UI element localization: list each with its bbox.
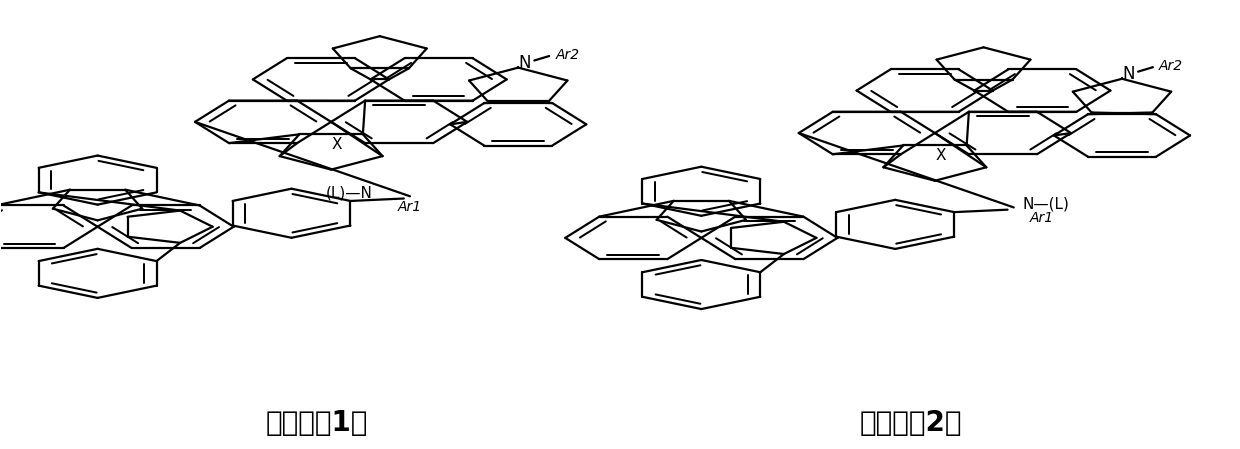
- Text: X: X: [936, 148, 946, 163]
- Text: N—(L): N—(L): [1023, 197, 1069, 212]
- Text: N: N: [1122, 65, 1135, 84]
- Text: 化学式（2）: 化学式（2）: [859, 409, 962, 437]
- Text: (L)—N: (L)—N: [326, 185, 373, 201]
- Text: N: N: [518, 54, 531, 72]
- Text: Ar1: Ar1: [398, 199, 422, 214]
- Text: Ar2: Ar2: [556, 48, 579, 62]
- Text: 化学式（1）: 化学式（1）: [265, 409, 368, 437]
- Text: Ar2: Ar2: [1159, 59, 1183, 73]
- Text: Ar1: Ar1: [1030, 211, 1054, 224]
- Text: X: X: [332, 137, 342, 152]
